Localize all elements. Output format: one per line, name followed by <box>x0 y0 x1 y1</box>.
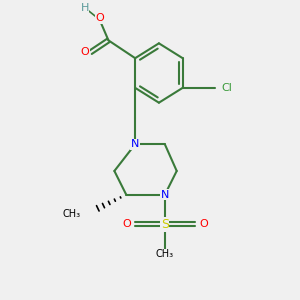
Text: O: O <box>122 219 131 230</box>
Text: CH₃: CH₃ <box>156 249 174 259</box>
Text: CH₃: CH₃ <box>62 209 80 219</box>
Text: H: H <box>80 3 89 13</box>
Text: O: O <box>80 47 89 57</box>
Text: N: N <box>131 139 139 149</box>
Text: O: O <box>199 219 208 230</box>
Text: O: O <box>95 13 104 23</box>
Text: S: S <box>161 218 169 231</box>
Text: N: N <box>161 190 169 200</box>
Text: Cl: Cl <box>221 83 232 93</box>
